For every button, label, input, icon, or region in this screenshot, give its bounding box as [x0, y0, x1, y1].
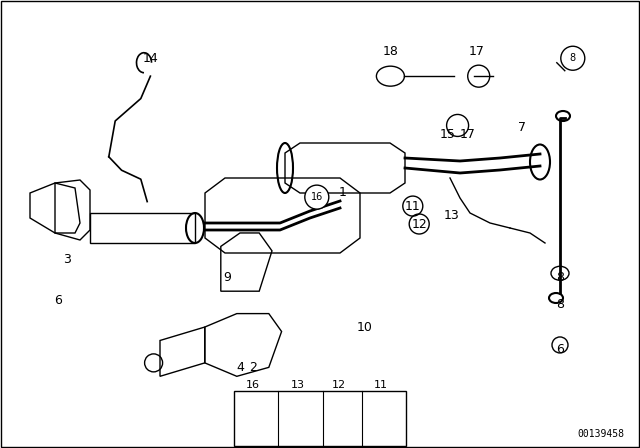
Text: 11: 11: [374, 380, 388, 390]
Text: 10: 10: [357, 320, 372, 334]
Text: 1: 1: [339, 186, 346, 199]
Text: 13: 13: [291, 380, 305, 390]
Text: 15: 15: [440, 128, 456, 141]
Text: 6: 6: [556, 343, 564, 356]
Text: 8: 8: [569, 52, 577, 65]
Circle shape: [561, 46, 585, 70]
Text: 3: 3: [63, 253, 71, 267]
Text: 11: 11: [405, 199, 420, 213]
Text: 4: 4: [236, 361, 244, 374]
Text: 6: 6: [54, 293, 61, 307]
Text: 18: 18: [383, 45, 398, 58]
Text: 00139458: 00139458: [577, 429, 624, 439]
Text: 8: 8: [570, 53, 576, 63]
Text: 8: 8: [556, 271, 564, 284]
Text: 14: 14: [143, 52, 158, 65]
Text: 17: 17: [469, 45, 484, 58]
Text: 2: 2: [249, 361, 257, 374]
Bar: [234, 391, 406, 446]
Text: 13: 13: [444, 208, 459, 222]
Text: 12: 12: [412, 217, 427, 231]
Text: 12: 12: [332, 380, 346, 390]
Text: 7: 7: [518, 121, 525, 134]
Text: 17: 17: [460, 128, 475, 141]
Text: 16: 16: [246, 380, 260, 390]
Text: 16: 16: [310, 192, 323, 202]
Circle shape: [305, 185, 329, 209]
Text: 8: 8: [556, 298, 564, 311]
Text: 9: 9: [223, 271, 231, 284]
